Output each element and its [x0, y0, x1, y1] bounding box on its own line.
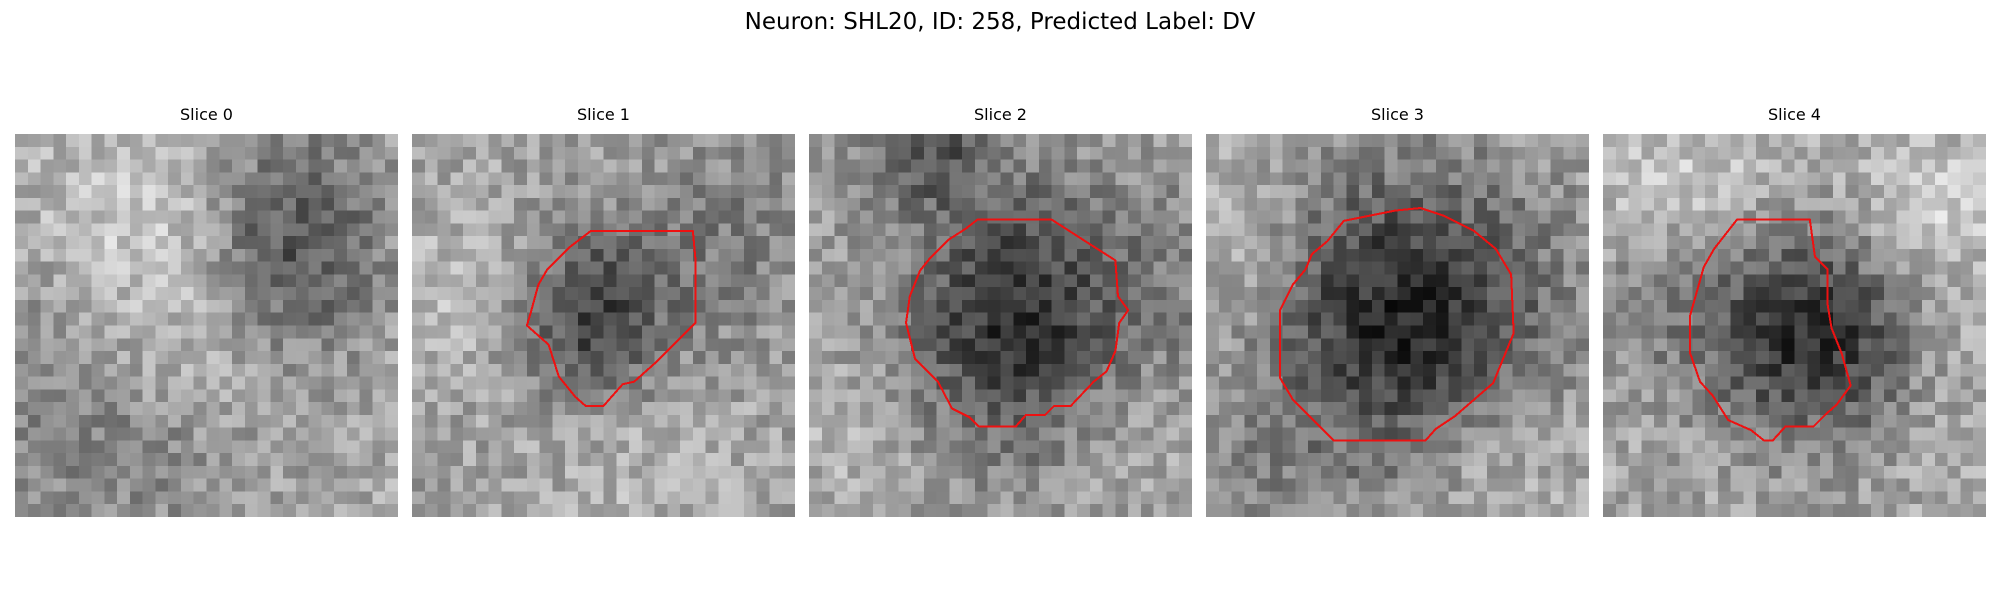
slice-title-1: Slice 1 — [577, 105, 630, 124]
slice-panel-3: Slice 3 — [1206, 105, 1589, 517]
slice-title-2: Slice 2 — [974, 105, 1027, 124]
slice-panel-1: Slice 1 — [412, 105, 795, 517]
slice-title-3: Slice 3 — [1371, 105, 1424, 124]
roi-contour-1 — [525, 230, 697, 407]
roi-contour-2 — [905, 218, 1130, 428]
slice-title-4: Slice 4 — [1768, 105, 1821, 124]
slice-image-2 — [809, 134, 1192, 517]
slice-image-1 — [412, 134, 795, 517]
roi-contour-3 — [1279, 207, 1515, 442]
slice-title-0: Slice 0 — [180, 105, 233, 124]
slice-panel-4: Slice 4 — [1603, 105, 1986, 517]
roi-contour-4 — [1688, 218, 1852, 442]
slice-image-0 — [15, 134, 398, 517]
slice-image-3 — [1206, 134, 1589, 517]
slice-panel-0: Slice 0 — [15, 105, 398, 517]
slice-panel-2: Slice 2 — [809, 105, 1192, 517]
figure-title: Neuron: SHL20, ID: 258, Predicted Label:… — [744, 9, 1256, 35]
slice-image-4 — [1603, 134, 1986, 517]
